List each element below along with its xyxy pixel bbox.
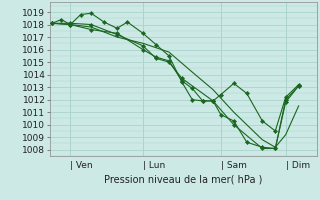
X-axis label: Pression niveau de la mer( hPa ): Pression niveau de la mer( hPa ) — [104, 174, 262, 184]
